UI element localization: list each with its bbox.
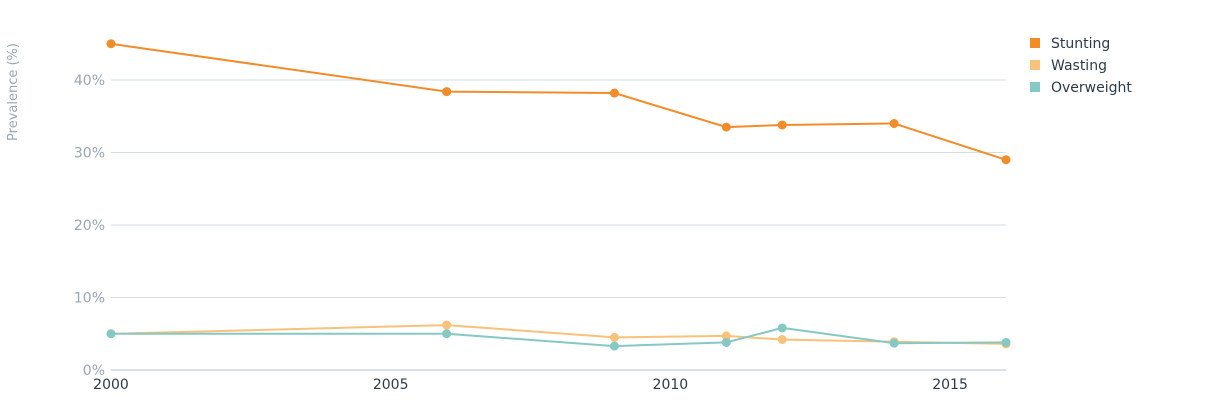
legend: Stunting Wasting Overweight [1030, 36, 1132, 96]
y-tick-label: 30% [74, 146, 105, 162]
data-point [777, 335, 787, 345]
data-point [777, 323, 787, 333]
series-overweight [106, 323, 1011, 351]
data-point [889, 338, 899, 348]
series-lines [106, 39, 1011, 351]
data-point [609, 88, 619, 98]
data-point [106, 329, 116, 339]
x-tick-labels: 2000 2005 2010 2015 [93, 377, 968, 393]
data-point [777, 120, 787, 130]
legend-label: Wasting [1051, 58, 1107, 74]
data-point [442, 329, 452, 339]
data-point [721, 122, 731, 132]
x-tick-label: 2010 [653, 377, 689, 393]
y-tick-label: 0% [83, 363, 105, 379]
legend-swatch [1030, 60, 1040, 70]
data-point [889, 119, 899, 128]
legend-label: Overweight [1051, 80, 1132, 96]
data-point [609, 341, 619, 351]
grid-lines [111, 79, 1006, 371]
y-tick-label: 10% [74, 291, 105, 307]
series-line-stunting [110, 42, 1007, 161]
data-point [442, 320, 452, 330]
data-point [721, 337, 731, 347]
data-point [442, 87, 452, 97]
x-tick-label: 2005 [373, 377, 409, 393]
data-point [609, 332, 619, 342]
series-stunting [106, 39, 1011, 165]
y-axis-label: Prevalence (%) [6, 43, 21, 141]
data-point [721, 331, 731, 341]
x-tick-label: 2000 [93, 377, 129, 393]
y-tick-labels: 0% 10% 20% 30% 40% [74, 73, 105, 379]
legend-swatch [1030, 38, 1040, 48]
x-tick-label: 2015 [932, 377, 968, 393]
y-tick-label: 20% [74, 218, 105, 234]
data-point [1001, 155, 1011, 165]
data-point [1001, 337, 1011, 347]
data-point [106, 39, 116, 49]
y-tick-label: 40% [74, 73, 105, 89]
legend-swatch [1030, 82, 1040, 92]
legend-label: Stunting [1051, 36, 1110, 52]
